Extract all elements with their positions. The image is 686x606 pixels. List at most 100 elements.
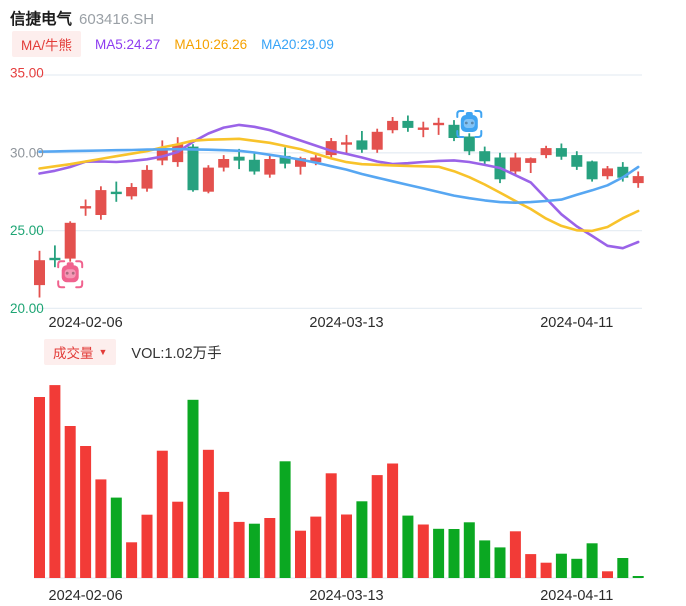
ma5-value: MA5:24.27 xyxy=(95,36,161,52)
volume-bar[interactable] xyxy=(141,514,153,578)
volume-bar[interactable] xyxy=(233,521,245,578)
ma10-value: MA10:26.26 xyxy=(174,36,248,52)
candle[interactable] xyxy=(463,133,475,156)
bull-marker-icon[interactable] xyxy=(456,110,483,138)
x-axis-tick: 2024-03-13 xyxy=(309,588,383,604)
bear-marker-icon[interactable] xyxy=(57,260,84,289)
volume-bar[interactable] xyxy=(95,479,107,578)
candle[interactable] xyxy=(95,186,107,220)
volume-bar[interactable] xyxy=(325,473,337,578)
volume-value: VOL:1.02万手 xyxy=(131,345,222,362)
volume-bar[interactable] xyxy=(248,523,260,578)
candle[interactable] xyxy=(233,148,245,170)
volume-bar[interactable] xyxy=(540,562,552,578)
candle[interactable] xyxy=(540,145,552,159)
candle[interactable] xyxy=(479,146,491,166)
ma20-line xyxy=(38,147,640,204)
caret-down-icon: ▼ xyxy=(98,347,108,357)
volume-bar[interactable] xyxy=(356,501,368,578)
volume-bar[interactable] xyxy=(555,553,567,578)
volume-bar[interactable] xyxy=(49,385,61,578)
volume-bar[interactable] xyxy=(110,497,122,578)
volume-bar[interactable] xyxy=(80,446,92,578)
volume-bar[interactable] xyxy=(586,543,598,578)
volume-bar[interactable] xyxy=(509,531,521,578)
x-axis-tick: 2024-02-06 xyxy=(49,588,123,604)
candle[interactable] xyxy=(64,221,76,262)
candle[interactable] xyxy=(110,181,122,202)
volume-bar[interactable] xyxy=(602,571,613,578)
candle[interactable] xyxy=(602,166,613,180)
x-axis-tick: 2024-03-13 xyxy=(309,315,383,331)
candle[interactable] xyxy=(387,117,399,134)
volume-bar[interactable] xyxy=(387,463,399,579)
volume-bar[interactable] xyxy=(279,461,291,578)
volume-bar[interactable] xyxy=(525,554,537,578)
candle[interactable] xyxy=(356,131,368,153)
volume-header: 成交量 ▼ VOL:1.02万手 xyxy=(44,339,222,365)
candle[interactable] xyxy=(141,165,153,192)
volume-indicator-selector[interactable]: 成交量 ▼ xyxy=(44,339,117,365)
x-axis-tick: 2024-04-11 xyxy=(540,588,613,604)
candle[interactable] xyxy=(433,117,445,135)
candle[interactable] xyxy=(586,160,598,182)
volume-bar[interactable] xyxy=(126,542,138,578)
candle[interactable] xyxy=(80,199,92,216)
ma-indicator-selector[interactable]: MA/牛熊 xyxy=(12,31,82,57)
candle[interactable] xyxy=(187,144,199,192)
candle[interactable] xyxy=(417,121,429,138)
volume-bar[interactable] xyxy=(187,399,199,578)
volume-bar[interactable] xyxy=(310,516,322,578)
ma20-value: MA20:29.09 xyxy=(261,36,334,52)
volume-bar[interactable] xyxy=(218,491,230,578)
candle[interactable] xyxy=(264,155,276,178)
volume-bar[interactable] xyxy=(264,518,276,578)
candle[interactable] xyxy=(248,152,260,175)
candle[interactable] xyxy=(156,140,168,166)
volume-bar[interactable] xyxy=(433,528,445,578)
candle[interactable] xyxy=(49,245,61,268)
volume-bar[interactable] xyxy=(571,558,583,578)
volume-bar[interactable] xyxy=(64,426,76,578)
y-axis-tick: 35.00 xyxy=(10,66,44,81)
candle[interactable] xyxy=(571,151,583,170)
x-axis-tick: 2024-04-11 xyxy=(540,315,613,331)
volume-bar[interactable] xyxy=(417,524,429,579)
candle[interactable] xyxy=(448,120,460,142)
volume-chart[interactable]: 2024-02-06 2024-03-13 2024-04-11 xyxy=(0,376,686,606)
volume-bar[interactable] xyxy=(202,449,214,578)
price-chart[interactable]: 35.00 30.00 25.00 20.00 2024-02-06 2024-03-13… xyxy=(0,60,686,336)
volume-bar[interactable] xyxy=(341,514,352,579)
volume-bar[interactable] xyxy=(448,529,460,578)
candle[interactable] xyxy=(325,138,337,159)
candle[interactable] xyxy=(402,115,414,132)
candle[interactable] xyxy=(202,165,214,194)
volume-bar[interactable] xyxy=(617,558,629,578)
volume-bar[interactable] xyxy=(402,515,414,578)
y-axis-tick: 30.00 xyxy=(10,145,44,160)
volume-bar[interactable] xyxy=(156,450,168,578)
candle[interactable] xyxy=(509,152,521,175)
volume-bar[interactable] xyxy=(371,475,383,578)
volume-bar[interactable] xyxy=(479,540,491,578)
ma5-line xyxy=(38,123,640,250)
candle[interactable] xyxy=(632,171,644,188)
volume-bar[interactable] xyxy=(463,522,475,578)
volume-selector-label: 成交量 xyxy=(53,346,94,361)
candle[interactable] xyxy=(34,250,45,298)
y-axis-tick: 25.00 xyxy=(10,223,44,238)
volume-bar[interactable] xyxy=(632,576,644,578)
volume-bar[interactable] xyxy=(494,547,506,578)
candle[interactable] xyxy=(341,134,352,155)
stock-name: 信捷电气 xyxy=(10,11,73,28)
candle[interactable] xyxy=(525,157,537,174)
candle[interactable] xyxy=(555,143,567,160)
volume-bar[interactable] xyxy=(172,501,184,578)
volume-bar[interactable] xyxy=(295,530,306,578)
volume-bar[interactable] xyxy=(34,397,45,578)
candle[interactable] xyxy=(371,128,383,153)
candle[interactable] xyxy=(126,183,138,200)
candle[interactable] xyxy=(218,155,230,172)
title-row: 信捷电气 603416.SH xyxy=(10,7,154,29)
